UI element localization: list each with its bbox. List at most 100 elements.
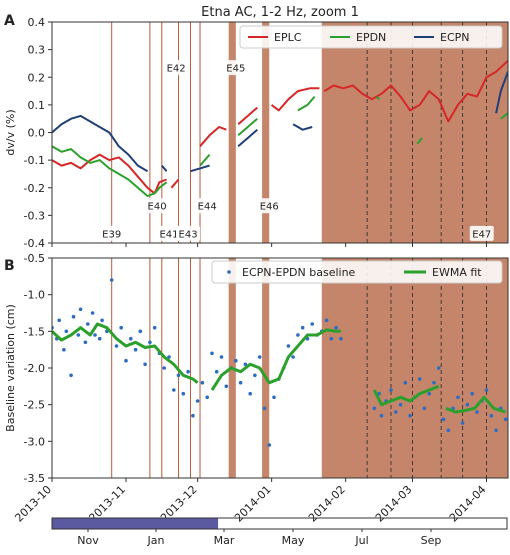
baseline-point — [176, 373, 181, 378]
series-line-ecpn — [190, 164, 210, 173]
baseline-point — [257, 355, 262, 359]
baseline-point — [83, 340, 88, 345]
baseline-point — [417, 377, 422, 381]
series-line-epdn — [199, 153, 211, 167]
x-tick-label: 2013-10 — [12, 483, 54, 525]
panel-b-letter: B — [4, 258, 15, 274]
baseline-point — [300, 325, 305, 330]
baseline-point — [253, 373, 257, 378]
baseline-point — [129, 336, 133, 341]
series-line-ecpn — [237, 128, 258, 148]
series-line-eplc — [323, 59, 508, 123]
eruption-label-box — [195, 198, 220, 214]
ya-tick-label: 0.4 — [28, 16, 46, 29]
timeline-month-label: Jan — [147, 534, 165, 547]
legend-swatch-baseline — [227, 270, 231, 274]
baseline-point — [114, 344, 119, 348]
baseline-point — [470, 391, 475, 396]
eruption-label-box — [257, 198, 282, 214]
yb-tick-label: -2.5 — [24, 399, 45, 412]
ya-tick-label: 0.2 — [28, 71, 46, 84]
baseline-point — [133, 347, 138, 352]
y-axis-label-b: Baseline variation (cm) — [4, 304, 17, 432]
baseline-point — [437, 366, 441, 370]
baseline-point — [109, 278, 114, 282]
legend-a: EPLC EPDN ECPN — [239, 25, 503, 49]
eruption-label: E46 — [260, 202, 279, 213]
eruption-label-box — [99, 225, 124, 241]
legend-entry-ewma: EWMA fit — [432, 266, 482, 279]
timeline-frame — [51, 517, 508, 530]
baseline-point — [191, 413, 195, 418]
baseline-point — [234, 358, 238, 363]
ya-tick-label: -0.4 — [24, 237, 45, 250]
baseline-point — [441, 417, 446, 422]
series-line-epdn — [297, 95, 316, 112]
legend-entry-baseline: ECPN-EPDN baseline — [242, 266, 356, 279]
baseline-point — [427, 391, 432, 396]
series-line-epdn — [52, 145, 168, 197]
y-axis-label-a: dv/v (%) — [4, 109, 17, 155]
legend-entry-epdn: EPDN — [356, 31, 386, 44]
series-line-ecpn — [495, 71, 508, 114]
ewma-fit-line — [52, 322, 199, 384]
baseline-point — [205, 395, 209, 400]
ya-tick-label: 0.0 — [28, 127, 46, 140]
baseline-point — [138, 329, 143, 334]
baseline-point — [339, 336, 343, 341]
baseline-point — [489, 413, 494, 418]
legend-entry-ecpn: ECPN — [440, 31, 470, 44]
eruption-span — [321, 22, 508, 243]
baseline-point — [379, 413, 384, 418]
eruption-label: E42 — [167, 64, 186, 75]
baseline-point — [465, 402, 470, 407]
eruption-label: E44 — [198, 202, 217, 213]
baseline-point — [119, 325, 123, 330]
eruption-label-box — [164, 60, 189, 76]
panel-b-plot — [52, 258, 508, 478]
baseline-point — [148, 340, 152, 345]
panel-a-letter: A — [4, 13, 15, 29]
eruption-label: E45 — [226, 64, 245, 75]
baseline-point — [296, 333, 300, 337]
baseline-point — [238, 380, 243, 385]
baseline-point — [408, 413, 412, 418]
eruption-span — [321, 258, 508, 478]
baseline-point — [484, 388, 489, 392]
eruption-label-box — [145, 198, 170, 214]
baseline-point — [162, 366, 166, 370]
baseline-point — [195, 399, 200, 403]
timeline-month-label: Nov — [77, 534, 99, 547]
timeline-month-label: May — [282, 534, 305, 547]
series-line-epdn — [500, 112, 508, 120]
eruption-span — [262, 258, 270, 478]
baseline-point — [86, 322, 90, 326]
eruption-label: E41 — [159, 229, 178, 240]
baseline-point — [200, 380, 205, 385]
baseline-point — [71, 314, 76, 319]
ya-tick-label: -0.2 — [24, 182, 45, 195]
eruption-label: E47 — [472, 229, 491, 240]
baseline-point — [186, 369, 190, 374]
panel-b-baseline-chart: ECPN-EPDN baseline EWMA fit -0.5 -1.0 -1.5 -2… — [4, 252, 509, 485]
baseline-point — [334, 325, 338, 330]
baseline-point — [57, 318, 61, 323]
series-line-epdn — [375, 95, 380, 100]
series-line-eplc — [170, 178, 180, 189]
timeline-month-label: Sep — [421, 534, 442, 547]
baseline-point — [214, 369, 219, 374]
eruption-label: E39 — [102, 229, 121, 240]
eruption-span — [228, 22, 236, 243]
ya-tick-label: -0.3 — [24, 209, 45, 222]
baseline-point — [172, 388, 176, 392]
baseline-point — [403, 380, 408, 385]
baseline-point — [76, 333, 81, 337]
ya-tick-label: 0.3 — [28, 44, 46, 57]
baseline-point — [248, 391, 252, 396]
eruption-label-box — [176, 225, 201, 241]
baseline-point — [291, 355, 295, 359]
ya-tick-label: 0.1 — [28, 99, 46, 112]
eruption-label-box — [469, 225, 494, 241]
ewma-fit-line — [210, 328, 341, 391]
